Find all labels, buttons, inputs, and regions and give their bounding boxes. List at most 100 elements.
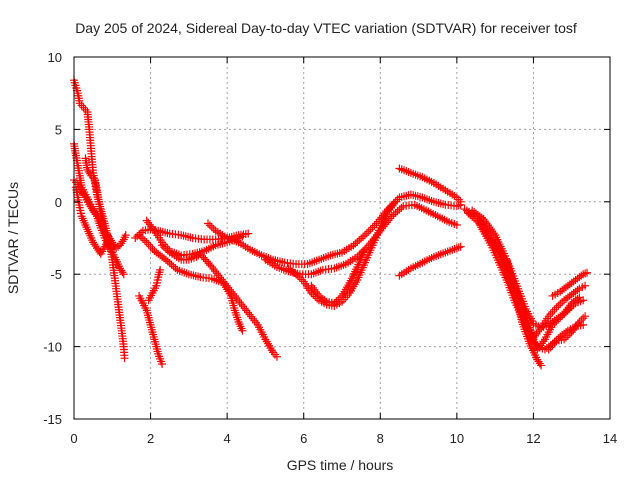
data-point [197,251,206,260]
data-point [535,359,544,368]
data-point [567,328,576,337]
data-point [355,236,364,245]
data-point [383,207,392,216]
data-point [573,286,582,295]
data-point [357,234,366,243]
data-point [201,255,210,264]
data-point [138,234,147,243]
data-point [395,205,404,214]
data-point [391,197,400,206]
data-point [530,338,539,347]
data-point [366,225,375,234]
data-point [575,293,584,302]
data-point [238,326,247,335]
data-point [353,237,362,246]
data-point [204,219,212,228]
data-point [560,335,569,344]
data-point [204,259,213,268]
series-arc-22 [502,255,546,370]
y-tick-label: 0 [55,195,62,210]
data-point [360,231,369,240]
data-point [583,268,592,277]
data-point [135,231,144,240]
data-point [393,207,402,216]
data-point [456,242,465,251]
data-point [144,218,153,227]
data-point [362,229,371,238]
data-point [140,236,149,245]
series-arc-15 [307,245,369,308]
data-point [133,232,142,241]
series-arc-17 [395,242,465,280]
data-point [100,229,109,238]
data-point [351,239,360,248]
data-point [561,307,570,316]
data-point [554,301,563,310]
data-point [552,303,561,312]
data-point [349,241,358,250]
data-point [334,295,343,304]
data-point [85,169,94,178]
data-point [148,244,157,253]
data-point [137,232,145,241]
data-point [535,325,544,334]
data-point [359,232,368,241]
data-point [118,237,127,246]
data-point [297,275,306,284]
data-point [370,221,379,230]
data-point [388,201,397,210]
data-point [80,191,89,200]
data-point [171,264,180,273]
data-point [244,229,253,238]
data-point [531,340,540,349]
data-point [572,322,581,331]
data-point [563,305,572,314]
y-tick-label: -15 [43,412,62,427]
data-point [158,241,167,250]
data-point [550,305,559,314]
data-point [389,210,398,219]
data-point [456,197,465,206]
data-point [161,244,170,253]
data-point [320,296,329,305]
data-point [472,216,480,225]
data-point [539,337,548,346]
data-point [581,312,590,321]
data-point [293,272,302,281]
data-point [145,220,154,229]
x-tick-label: 12 [526,431,540,446]
data-point [142,216,151,225]
x-tick-label: 6 [300,431,307,446]
data-point [387,203,396,212]
series-arc-7 [144,265,165,305]
series-arc-24 [548,268,592,300]
x-tick-label: 2 [147,431,154,446]
axis-ticks: 0 2 4 6 8 10 12 14 -15 -10 -5 0 5 10 [43,50,617,446]
plot-frame [73,56,611,420]
chart-title: Day 205 of 2024, Sidereal Day-to-day VTE… [75,20,577,36]
data-point [537,361,546,370]
x-tick-label: 4 [224,431,231,446]
data-point [81,105,90,114]
data-point [368,223,377,232]
series-arc-4 [71,183,113,258]
data-point [165,259,174,268]
data-point [581,269,590,278]
data-point [360,245,369,254]
data-point [308,283,317,292]
data-point [209,224,218,233]
series-arc-6 [135,291,167,368]
data-point [206,261,215,270]
y-tick-label: -5 [50,267,62,282]
grid-layer [74,57,610,419]
data-point [532,329,541,338]
data-point [454,243,463,252]
data-point [560,309,569,318]
data-point [452,202,461,211]
data-point [569,326,578,335]
data-point [477,213,486,222]
data-point [147,222,156,231]
data-point [120,354,129,363]
data-point [390,199,399,208]
